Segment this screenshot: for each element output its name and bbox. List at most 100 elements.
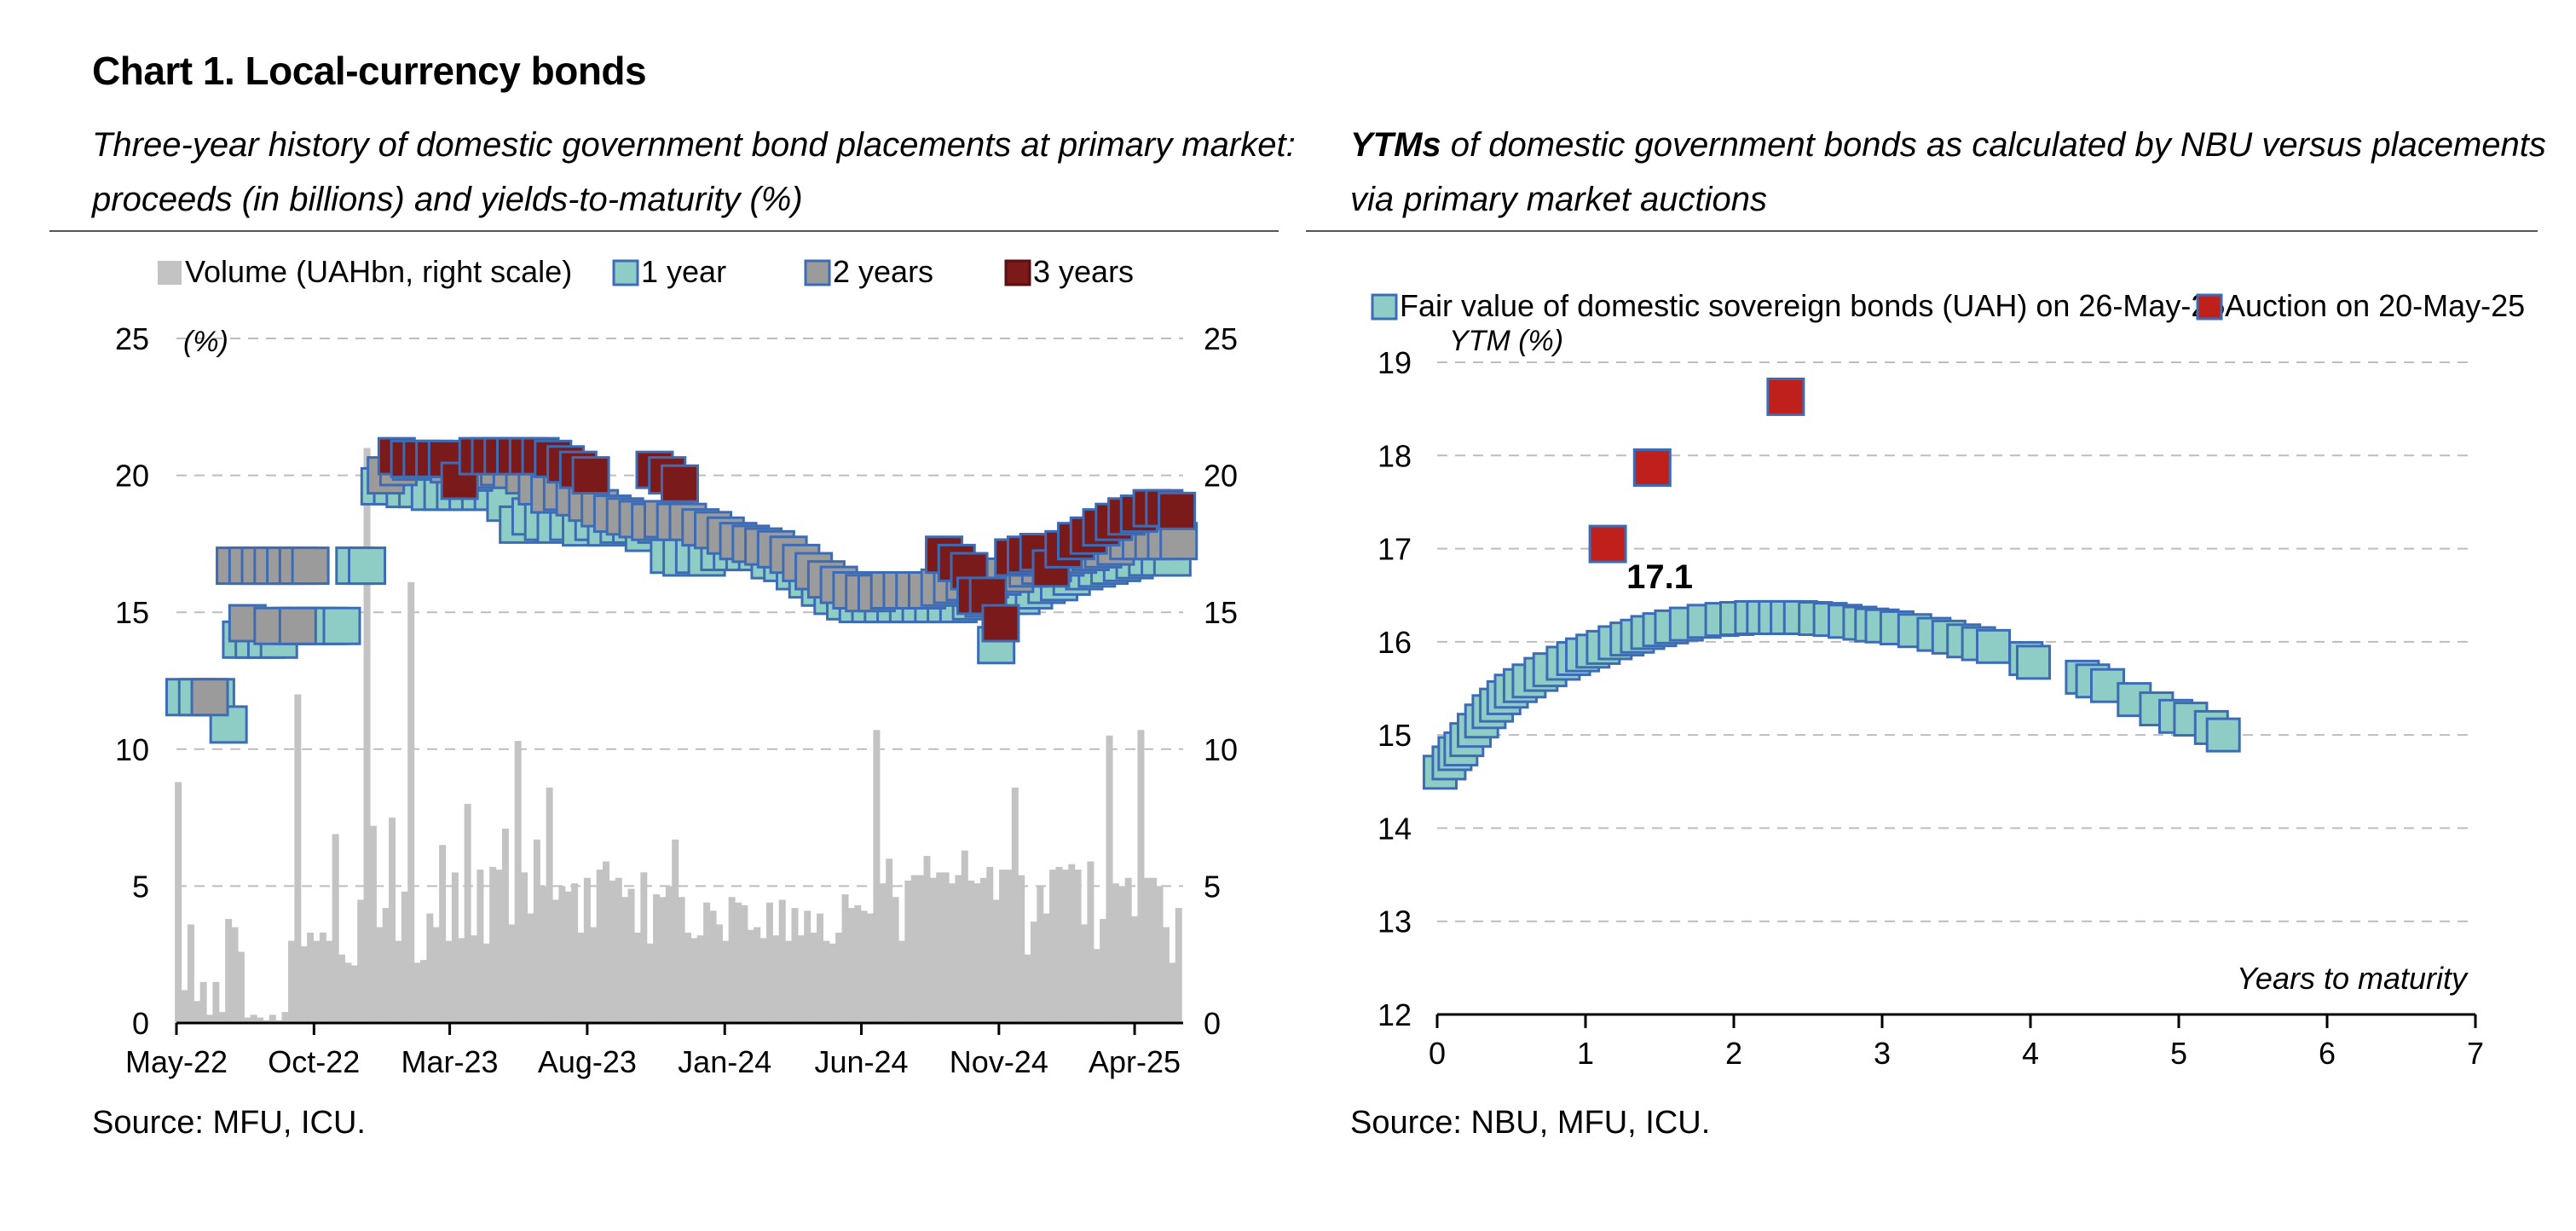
volume-bar <box>1169 962 1176 1023</box>
volume-bar <box>376 927 384 1023</box>
volume-bar <box>583 877 591 1023</box>
legend-label-three-years: 3 years <box>1033 254 1134 289</box>
volume-bar <box>445 940 453 1023</box>
volume-bar <box>1137 730 1145 1023</box>
chart-title: Chart 1. Local-currency bonds <box>92 49 647 93</box>
legend-swatch-one-year <box>612 259 639 286</box>
right-subtitle-bold: YTMs <box>1350 126 1441 164</box>
volume-bar <box>1074 870 1082 1023</box>
volume-bar <box>1124 877 1132 1023</box>
volume-bar <box>439 845 447 1023</box>
one-year-marker <box>348 546 387 586</box>
volume-bar <box>898 940 905 1023</box>
volume-bar <box>973 883 981 1023</box>
volume-bar <box>533 839 540 1023</box>
volume-bar <box>1061 870 1069 1023</box>
volume-bar <box>407 581 415 1023</box>
x-tick-label: Apr-25 <box>1089 1044 1181 1079</box>
y-axis-label: (%) <box>183 326 228 358</box>
volume-bar <box>1112 883 1119 1023</box>
volume-bar <box>886 858 893 1023</box>
left-subtitle-line2: proceeds (in billions) and yields-to-mat… <box>92 181 803 218</box>
volume-bar <box>1068 864 1076 1023</box>
volume-bar <box>451 872 459 1023</box>
volume-bar <box>847 908 855 1023</box>
volume-bar <box>860 910 868 1023</box>
volume-bar <box>979 877 987 1023</box>
volume-bar <box>546 787 553 1023</box>
volume-bar <box>627 888 635 1023</box>
volume-bar <box>722 940 730 1023</box>
two-years-marker <box>190 678 229 717</box>
left-subtitle-line1: Three-year history of domestic governmen… <box>92 126 1296 164</box>
three-years-marker <box>1158 491 1197 530</box>
y-tick-label: 20 <box>115 459 149 494</box>
volume-bar <box>910 875 918 1023</box>
volume-bar <box>1143 877 1151 1023</box>
volume-bar <box>199 981 207 1023</box>
legend-swatch-volume <box>158 261 182 285</box>
volume-bar <box>294 694 302 1023</box>
volume-bar <box>395 940 402 1023</box>
volume-bar <box>1106 735 1113 1023</box>
x-tick-label: Jun-24 <box>814 1044 908 1079</box>
x-tick-label: Mar-23 <box>401 1044 499 1079</box>
volume-bar <box>1131 916 1139 1023</box>
volume-bar <box>527 913 534 1023</box>
volume-bar <box>1024 954 1031 1023</box>
volume-bar <box>1055 866 1063 1023</box>
volume-bar <box>1043 913 1050 1023</box>
legend-swatch-fair-value <box>1371 293 1398 321</box>
volume-bar <box>540 886 547 1023</box>
right-subtitle-rest: of domestic government bonds as calculat… <box>1441 126 2546 164</box>
y-tick-label: 10 <box>115 732 149 767</box>
volume-bar <box>218 1012 226 1023</box>
volume-bar <box>1156 886 1164 1023</box>
volume-bar <box>313 940 321 1023</box>
volume-bar <box>942 872 950 1023</box>
three-years-marker <box>661 464 699 503</box>
volume-bar <box>992 899 1000 1023</box>
volume-bar <box>382 908 390 1023</box>
x-tick-label: 1 <box>1577 1036 1594 1071</box>
volume-bar <box>432 927 440 1023</box>
y-tick-label: 25 <box>115 321 149 356</box>
volume-bar <box>501 828 509 1023</box>
volume-bar <box>841 894 849 1023</box>
volume-bar <box>785 940 793 1023</box>
volume-bar <box>797 935 805 1023</box>
left-source: Source: MFU, ICU. <box>92 1105 366 1141</box>
legend-label-fair-value: Fair value of domestic sovereign bonds (… <box>1400 288 2225 323</box>
volume-bar <box>949 883 956 1023</box>
y-tick-label: 15 <box>1378 718 1412 753</box>
volume-bar <box>955 875 962 1023</box>
volume-bar <box>760 938 767 1023</box>
y-tick-label: 16 <box>1378 625 1412 660</box>
volume-bar <box>350 965 358 1023</box>
legend-swatch-two-years <box>804 259 831 286</box>
volume-bar <box>791 908 799 1023</box>
volume-bar <box>961 850 968 1023</box>
volume-bar <box>936 872 944 1023</box>
legend-label-volume: Volume (UAHbn, right scale) <box>185 254 572 289</box>
volume-bar <box>464 804 471 1023</box>
volume-bar <box>193 1001 201 1023</box>
volume-bar <box>237 951 245 1023</box>
volume-bar <box>206 1014 214 1023</box>
volume-bar <box>187 924 194 1023</box>
y-tick-label: 18 <box>1378 438 1412 473</box>
volume-bar <box>917 875 925 1023</box>
volume-bar <box>357 899 365 1023</box>
x-tick-label: May-22 <box>125 1044 228 1079</box>
volume-bar <box>823 940 830 1023</box>
right-subtitle-line2: via primary market auctions <box>1350 181 1768 218</box>
two-years-marker <box>278 606 317 645</box>
fair-value-point <box>1976 628 2011 664</box>
volume-bar <box>319 933 326 1023</box>
volume-bar <box>514 741 522 1023</box>
volume-bar <box>508 924 516 1023</box>
y-tick-label: 12 <box>1378 997 1412 1032</box>
volume-bar <box>1049 870 1057 1023</box>
three-years-marker <box>981 604 1020 643</box>
volume-bar <box>810 933 817 1023</box>
